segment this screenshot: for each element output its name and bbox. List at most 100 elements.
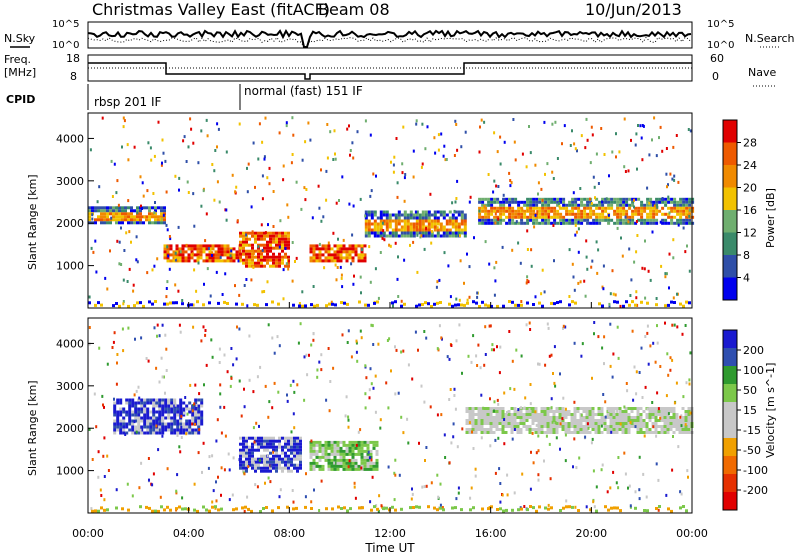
data-cell xyxy=(93,392,96,396)
y-tick-label: 2000 xyxy=(56,422,84,435)
data-cell xyxy=(88,301,91,305)
data-cell xyxy=(534,407,538,410)
data-cell xyxy=(436,226,439,230)
data-cell xyxy=(191,416,195,420)
data-cell xyxy=(138,486,141,490)
data-cell xyxy=(375,504,378,508)
data-cell xyxy=(454,225,458,229)
data-cell xyxy=(134,428,138,432)
data-cell xyxy=(556,200,560,204)
data-cell xyxy=(553,381,556,385)
data-cell xyxy=(455,197,458,200)
data-cell xyxy=(377,509,380,513)
data-cell xyxy=(538,209,542,213)
data-cell xyxy=(468,421,471,425)
data-cell xyxy=(170,407,174,411)
data-cell xyxy=(520,354,523,358)
data-cell xyxy=(366,455,370,459)
data-cell xyxy=(535,218,539,222)
data-cell xyxy=(122,431,126,435)
data-cell xyxy=(234,190,237,194)
data-cell xyxy=(269,442,272,446)
data-cell xyxy=(181,250,185,254)
data-cell xyxy=(217,475,219,479)
data-cell xyxy=(421,485,424,489)
data-cell xyxy=(260,223,263,227)
data-cell xyxy=(128,410,132,414)
data-cell xyxy=(211,500,214,504)
data-cell xyxy=(130,209,133,213)
data-cell xyxy=(165,369,168,372)
data-cell xyxy=(191,422,194,426)
data-cell xyxy=(161,398,165,402)
data-cell xyxy=(139,206,142,210)
data-cell xyxy=(552,416,556,419)
data-cell xyxy=(540,407,544,410)
data-cell xyxy=(604,400,607,404)
data-cell xyxy=(211,454,214,458)
data-cell xyxy=(481,215,485,219)
data-cell xyxy=(445,213,449,217)
data-cell xyxy=(196,509,199,513)
data-cell xyxy=(543,419,547,422)
data-cell xyxy=(682,209,686,213)
data-cell xyxy=(266,176,269,180)
data-cell xyxy=(245,237,248,241)
data-cell xyxy=(629,294,632,297)
data-cell xyxy=(143,431,147,435)
data-cell xyxy=(161,431,165,435)
beam-label: Beam 08 xyxy=(318,0,390,19)
data-cell xyxy=(593,505,596,509)
data-cell xyxy=(115,382,118,386)
data-cell xyxy=(136,301,139,305)
data-cell xyxy=(641,396,644,399)
data-cell xyxy=(89,148,92,152)
data-cell xyxy=(368,245,371,249)
data-cell xyxy=(281,249,284,253)
data-cell xyxy=(415,119,418,123)
data-cell xyxy=(584,294,587,298)
data-cell xyxy=(484,221,488,225)
data-cell xyxy=(127,304,130,308)
data-cell xyxy=(574,147,577,151)
data-cell xyxy=(489,422,493,425)
data-cell xyxy=(269,451,272,455)
data-cell xyxy=(682,226,685,230)
data-cell xyxy=(453,154,456,157)
data-cell xyxy=(232,256,236,260)
data-cell xyxy=(656,324,658,328)
data-cell xyxy=(652,221,656,225)
data-cell xyxy=(400,231,404,235)
data-cell xyxy=(480,436,483,440)
data-cell xyxy=(272,466,275,470)
data-cell xyxy=(642,422,646,425)
data-cell xyxy=(687,431,691,434)
data-cell xyxy=(140,404,144,408)
data-cell xyxy=(648,419,652,422)
data-cell xyxy=(197,261,200,265)
data-cell xyxy=(352,247,355,251)
data-cell xyxy=(316,375,319,379)
data-cell xyxy=(474,474,477,478)
data-cell xyxy=(146,413,150,417)
data-cell xyxy=(176,428,180,432)
data-cell xyxy=(299,457,302,461)
data-cell xyxy=(622,200,626,204)
data-cell xyxy=(603,335,606,339)
data-cell xyxy=(496,221,500,225)
data-cell xyxy=(568,209,572,213)
data-cell xyxy=(254,231,257,235)
data-cell xyxy=(427,231,431,235)
colorbar-tick-label: 50 xyxy=(743,384,757,397)
data-cell xyxy=(652,218,656,222)
data-cell xyxy=(433,234,437,238)
data-cell xyxy=(321,446,325,450)
data-cell xyxy=(185,407,189,411)
data-cell xyxy=(318,467,322,471)
data-cell xyxy=(266,240,269,244)
data-cell xyxy=(339,244,343,248)
data-cell xyxy=(179,419,183,423)
data-cell xyxy=(127,221,130,225)
data-cell xyxy=(373,222,377,226)
